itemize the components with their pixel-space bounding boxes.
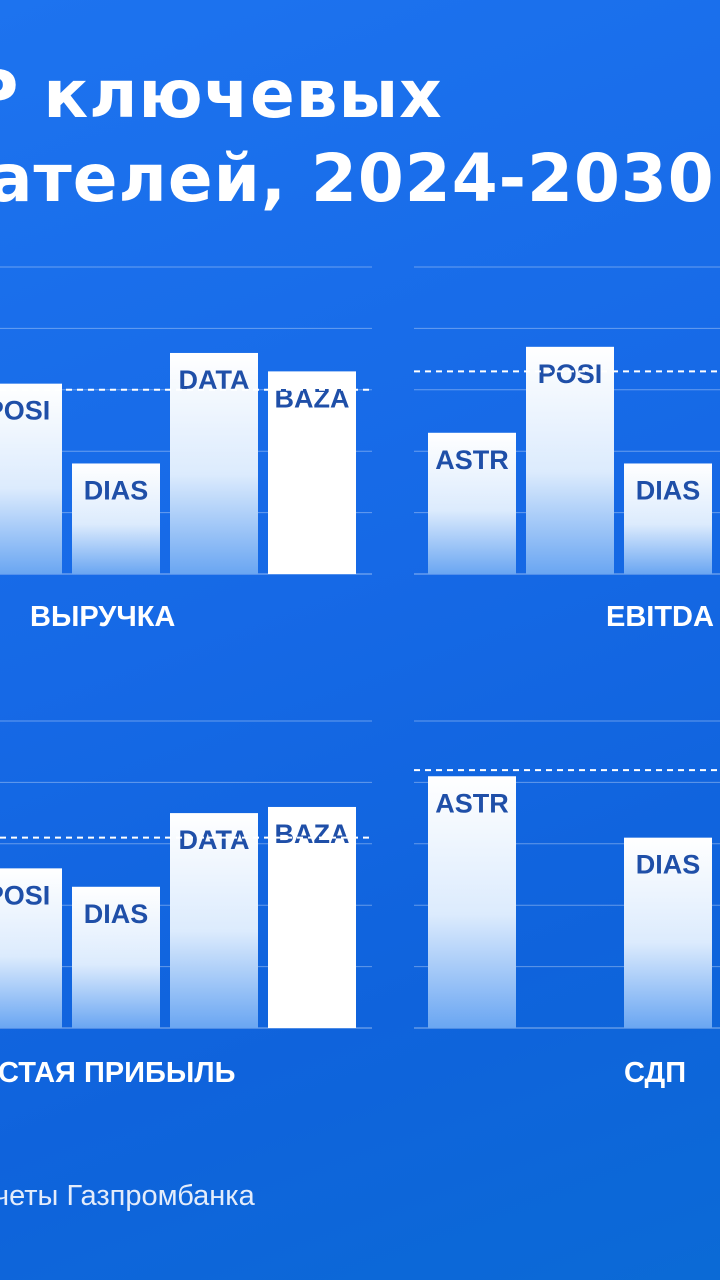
chart-title-line-2: ателей, 2024-2030 xyxy=(0,140,715,217)
bar-posi xyxy=(526,346,614,574)
bar-label-astr: ASTR xyxy=(435,445,509,475)
bar-label-dias: DIAS xyxy=(84,475,149,505)
bar-chart-3: POSI DIAS DATA BAZA СТАЯ ПРИБЫЛЬ xyxy=(0,720,372,1089)
bar-baza xyxy=(268,806,356,1028)
bar-posi xyxy=(0,383,62,574)
panel-label: EBITDA xyxy=(606,601,714,633)
bar-dias xyxy=(624,837,712,1028)
bar-label-dias: DIAS xyxy=(636,475,701,505)
bar-astr xyxy=(428,776,516,1028)
bar-posi xyxy=(0,868,62,1028)
bar-chart-2: ASTR POSI DIAS EBITDA xyxy=(414,266,720,633)
bar-baza xyxy=(268,371,356,574)
bar-dias xyxy=(72,463,160,574)
panel-label: СДП xyxy=(624,1057,686,1089)
bar-label-data: DATA xyxy=(179,825,250,855)
bar-dias xyxy=(72,886,160,1028)
bar-label-posi: POSI xyxy=(0,880,50,910)
source-note: четы Газпромбанка xyxy=(0,1180,255,1212)
bar-chart-1: POSIDIASDATABAZAВЫРУЧКА xyxy=(0,266,372,633)
bar-label-posi: POSI xyxy=(538,359,603,389)
bar-label-baza: BAZA xyxy=(275,819,350,849)
bar-label-dias: DIAS xyxy=(84,899,149,929)
bar-dias xyxy=(624,463,712,574)
panel-label: ВЫРУЧКА xyxy=(30,601,175,633)
chart-title-line-1: Р ключевых xyxy=(0,56,443,133)
bar-astr xyxy=(428,432,516,574)
bar-label-posi: POSI xyxy=(0,396,50,426)
bar-label-baza: BAZA xyxy=(275,383,350,413)
bar-label-astr: ASTR xyxy=(435,788,509,818)
bar-label-dias: DIAS xyxy=(636,850,701,880)
bar-data xyxy=(170,813,258,1028)
panel-label: СТАЯ ПРИБЫЛЬ xyxy=(0,1057,235,1089)
bar-chart-4: ASTR DIAS СДП xyxy=(414,720,720,1089)
